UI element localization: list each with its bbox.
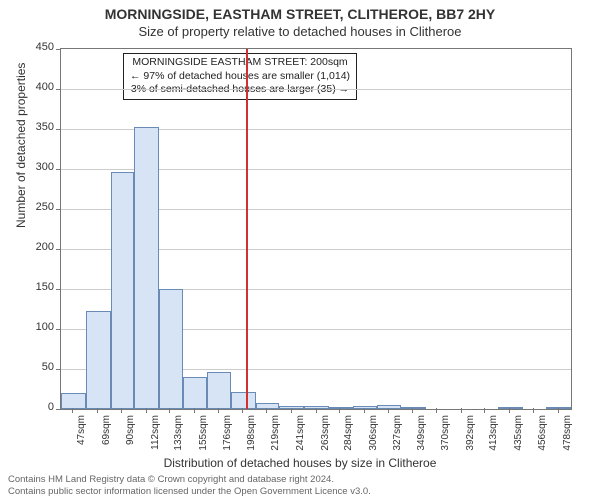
xtick-mark	[218, 408, 219, 413]
plot-area: MORNINGSIDE EASTHAM STREET: 200sqm ← 97%…	[60, 48, 572, 410]
xtick-mark	[242, 408, 243, 413]
xtick-mark	[316, 408, 317, 413]
xtick-mark	[388, 408, 389, 413]
histogram-bar	[86, 311, 111, 409]
histogram-bar	[377, 405, 401, 409]
xtick-label: 306sqm	[368, 415, 379, 459]
xtick-mark	[364, 408, 365, 413]
ytick-label: 150	[4, 281, 54, 293]
xtick-mark	[97, 408, 98, 413]
ytick-label: 250	[4, 201, 54, 213]
footer-text: Contains HM Land Registry data © Crown c…	[8, 474, 371, 498]
ytick-mark	[56, 409, 61, 410]
histogram-bar	[207, 372, 231, 409]
ytick-mark	[56, 169, 61, 170]
histogram-bar	[231, 392, 256, 409]
ytick-label: 450	[4, 41, 54, 53]
xtick-mark	[461, 408, 462, 413]
xtick-label: 198sqm	[246, 415, 257, 459]
xtick-mark	[169, 408, 170, 413]
xtick-label: 327sqm	[392, 415, 403, 459]
xtick-label: 241sqm	[295, 415, 306, 459]
xtick-label: 69sqm	[101, 415, 112, 459]
xtick-label: 176sqm	[222, 415, 233, 459]
histogram-bar	[159, 289, 183, 409]
xtick-mark	[194, 408, 195, 413]
xtick-mark	[436, 408, 437, 413]
xtick-label: 435sqm	[513, 415, 524, 459]
xtick-mark	[146, 408, 147, 413]
ytick-label: 200	[4, 241, 54, 253]
xtick-label: 413sqm	[488, 415, 499, 459]
xtick-mark	[484, 408, 485, 413]
xtick-label: 263sqm	[320, 415, 331, 459]
xtick-label: 112sqm	[150, 415, 161, 459]
ytick-mark	[56, 289, 61, 290]
xtick-mark	[291, 408, 292, 413]
xtick-label: 155sqm	[198, 415, 209, 459]
xtick-mark	[72, 408, 73, 413]
xtick-label: 284sqm	[343, 415, 354, 459]
footer-line1: Contains HM Land Registry data © Crown c…	[8, 474, 371, 486]
xtick-label: 478sqm	[562, 415, 573, 459]
histogram-bar	[256, 403, 280, 409]
xtick-mark	[509, 408, 510, 413]
ytick-mark	[56, 209, 61, 210]
ytick-mark	[56, 329, 61, 330]
ytick-label: 0	[4, 401, 54, 413]
xtick-label: 90sqm	[125, 415, 136, 459]
xtick-mark	[558, 408, 559, 413]
annotation-box: MORNINGSIDE EASTHAM STREET: 200sqm ← 97%…	[123, 53, 357, 100]
chart-subtitle: Size of property relative to detached ho…	[0, 24, 600, 39]
xtick-label: 349sqm	[416, 415, 427, 459]
ytick-label: 50	[4, 361, 54, 373]
annotation-line1: MORNINGSIDE EASTHAM STREET: 200sqm	[130, 56, 350, 70]
ytick-label: 400	[4, 81, 54, 93]
xtick-label: 456sqm	[537, 415, 548, 459]
ytick-label: 300	[4, 161, 54, 173]
xtick-mark	[266, 408, 267, 413]
chart-container: MORNINGSIDE, EASTHAM STREET, CLITHEROE, …	[0, 0, 600, 500]
ytick-mark	[56, 89, 61, 90]
xtick-label: 219sqm	[270, 415, 281, 459]
annotation-line3: 3% of semi-detached houses are larger (3…	[130, 83, 350, 97]
histogram-bar	[111, 172, 135, 409]
histogram-bar	[134, 127, 159, 409]
xtick-label: 47sqm	[76, 415, 87, 459]
xtick-mark	[533, 408, 534, 413]
ytick-mark	[56, 49, 61, 50]
histogram-bar	[329, 407, 353, 409]
footer-line2: Contains public sector information licen…	[8, 486, 371, 498]
chart-title: MORNINGSIDE, EASTHAM STREET, CLITHEROE, …	[0, 0, 600, 22]
xtick-label: 370sqm	[440, 415, 451, 459]
histogram-bar	[401, 407, 426, 409]
ytick-label: 100	[4, 321, 54, 333]
xtick-label: 133sqm	[173, 415, 184, 459]
annotation-line2: ← 97% of detached houses are smaller (1,…	[130, 70, 350, 84]
xtick-label: 392sqm	[465, 415, 476, 459]
ytick-label: 350	[4, 121, 54, 133]
histogram-bar	[61, 393, 86, 409]
histogram-bar	[183, 377, 208, 409]
ytick-mark	[56, 129, 61, 130]
grid-line	[61, 89, 571, 90]
reference-line	[246, 49, 248, 409]
ytick-mark	[56, 249, 61, 250]
xtick-mark	[339, 408, 340, 413]
xtick-mark	[412, 408, 413, 413]
histogram-bar	[279, 406, 304, 409]
ytick-mark	[56, 369, 61, 370]
xtick-mark	[121, 408, 122, 413]
